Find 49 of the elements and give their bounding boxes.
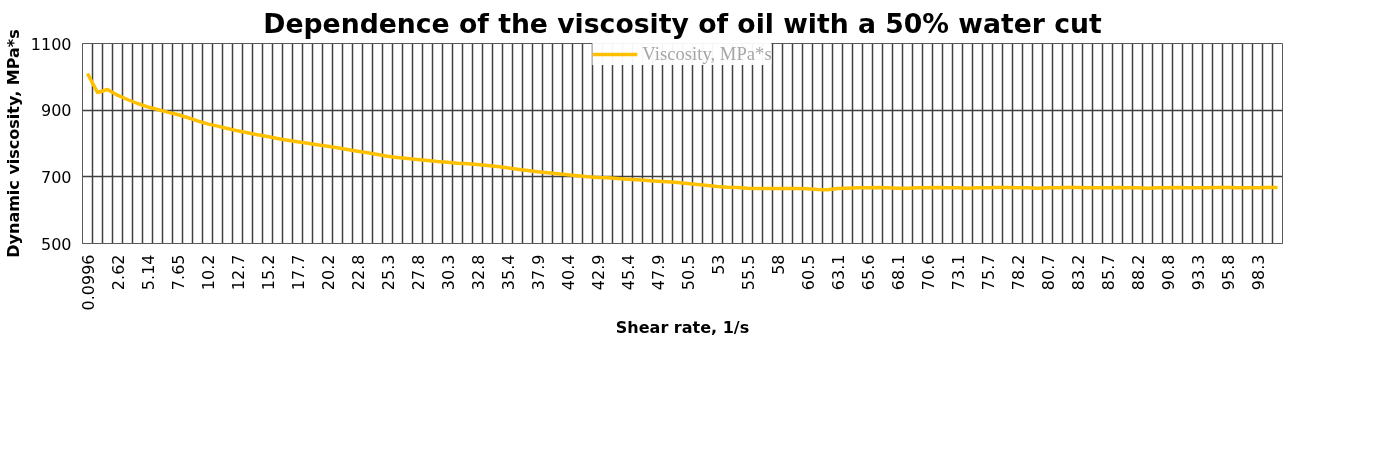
x-tick-label: 42.9 <box>588 254 608 291</box>
x-tick-label: 93.3 <box>1188 254 1208 291</box>
x-tick-label: 70.6 <box>918 254 938 291</box>
y-tick-label: 1100 <box>30 34 72 54</box>
x-tick-label: 65.6 <box>858 254 878 291</box>
x-tick-label: 55.5 <box>738 254 758 291</box>
x-tick-label: 47.9 <box>648 254 668 291</box>
line-series <box>85 71 1280 192</box>
y-tick-label: 700 <box>40 167 72 187</box>
x-tick-label: 68.1 <box>888 254 908 291</box>
x-tick-label: 40.4 <box>558 254 578 291</box>
x-tick-label: 32.8 <box>468 254 488 291</box>
x-tick-label: 60.5 <box>798 254 818 291</box>
x-tick-label: 63.1 <box>828 254 848 291</box>
x-tick-label: 45.4 <box>618 254 638 291</box>
x-tick-label: 10.2 <box>198 254 218 291</box>
x-tick-label: 58 <box>768 254 788 275</box>
x-tick-label: 95.8 <box>1218 254 1238 291</box>
legend-label: Viscosity, MPa*s <box>642 43 772 65</box>
x-tick-label: 30.3 <box>438 254 458 291</box>
x-tick-label: 5.14 <box>138 254 158 291</box>
x-tick-label: 17.7 <box>288 254 308 291</box>
x-tick-label: 20.2 <box>318 254 338 291</box>
x-tick-label: 25.3 <box>378 254 398 291</box>
x-tick-label: 98.3 <box>1248 254 1268 291</box>
x-tick-label: 37.9 <box>528 254 548 291</box>
x-axis-title: Shear rate, 1/s <box>615 318 750 338</box>
x-tick-label: 73.1 <box>948 254 968 291</box>
x-tick-label: 80.7 <box>1038 254 1058 291</box>
x-tick-label: 53 <box>708 254 728 275</box>
x-tick-label: 22.8 <box>348 254 368 291</box>
x-tick-label: 88.2 <box>1128 254 1148 291</box>
x-tick-label: 7.65 <box>168 254 188 291</box>
x-tick-label: 15.2 <box>258 254 278 291</box>
x-tick-label: 78.2 <box>1008 254 1028 291</box>
x-tick-label: 12.7 <box>228 254 248 291</box>
y-tick-label: 500 <box>40 234 72 254</box>
x-tick-label: 2.62 <box>108 254 128 291</box>
x-tick-label: 0.0996 <box>78 254 98 311</box>
x-tick-label: 35.4 <box>498 254 518 291</box>
y-tick-label: 900 <box>40 101 72 121</box>
x-tick-label: 90.8 <box>1158 254 1178 291</box>
x-tick-label: 50.5 <box>678 254 698 291</box>
x-tick-label: 83.2 <box>1068 254 1088 291</box>
chart-title: Dependence of the viscosity of oil with a 50% water cut <box>263 7 1102 39</box>
x-tick-label: 75.7 <box>978 254 998 291</box>
x-tick-label: 27.8 <box>408 254 428 291</box>
x-tick-label: 85.7 <box>1098 254 1118 291</box>
y-axis-title: Dynamic viscosity, MPa*s <box>3 29 23 258</box>
